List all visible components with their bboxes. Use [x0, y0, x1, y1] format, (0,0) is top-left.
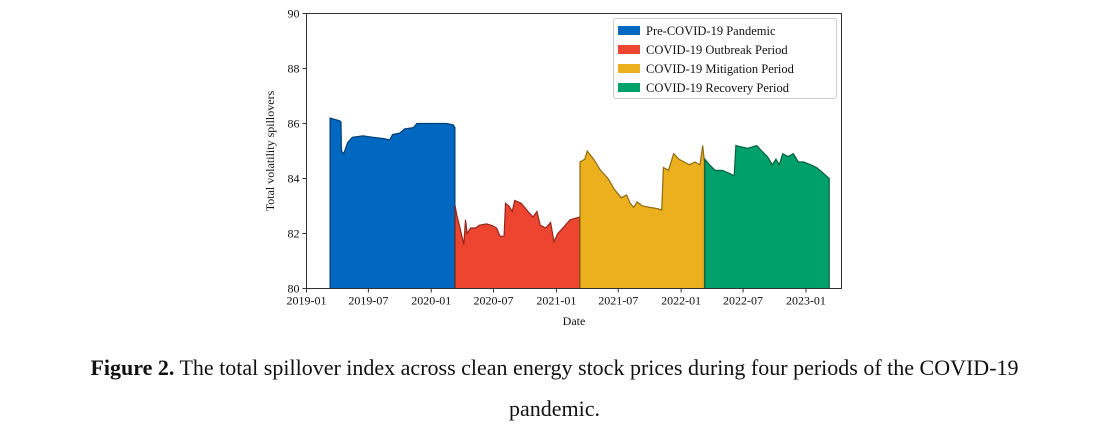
y-axis-label: Total volatility spillovers	[263, 90, 277, 211]
x-tick-label-2020-01: 2020-01	[411, 294, 451, 308]
chart: 80 82 84 86 88 90 2019-01 2019-07 2020-01 2020-0…	[263, 7, 842, 328]
x-tick-label-2021-01: 2021-01	[536, 294, 576, 308]
x-axis: 2019-01 2019-07 2020-01 2020-07 2021-01 2021-…	[287, 288, 826, 308]
legend-box	[613, 18, 837, 99]
x-tick-label-2020-07: 2020-07	[473, 294, 513, 308]
legend: Pre-COVID-19 Pandemic COVID-19 Outbreak P…	[613, 18, 837, 99]
y-axis: 80 82 84 86 88 90	[288, 7, 307, 296]
x-tick-label-2019-01: 2019-01	[287, 294, 327, 308]
legend-swatch-1	[618, 26, 640, 35]
legend-label-4: COVID-19 Recovery Period	[646, 81, 790, 95]
y-tick-label-84: 84	[288, 172, 300, 186]
x-tick-label-2022-07: 2022-07	[723, 294, 763, 308]
figure-caption-line2: pandemic.	[0, 391, 1109, 427]
line-series-4	[704, 144, 830, 289]
legend-label-2: COVID-19 Outbreak Period	[646, 43, 788, 57]
y-tick-label-86: 86	[288, 117, 300, 131]
line-series-1	[329, 117, 456, 289]
x-axis-label: Date	[563, 314, 586, 328]
legend-swatch-4	[618, 83, 640, 92]
y-tick-label-80: 80	[288, 282, 300, 296]
area-series-1	[330, 118, 455, 289]
x-tick-label-2023-01: 2023-01	[786, 294, 826, 308]
line-series-2	[454, 199, 581, 289]
area-series-4	[704, 145, 830, 289]
x-tick-label-2021-07: 2021-07	[598, 294, 638, 308]
figure-caption: Figure 2. The total spillover index acro…	[0, 350, 1109, 386]
plot-frame	[306, 13, 842, 289]
legend-label-1: Pre-COVID-19 Pandemic	[646, 24, 776, 38]
y-tick-label-82: 82	[288, 227, 300, 241]
caption-text-line1: The total spillover index across clean e…	[174, 355, 1019, 380]
area-series-3	[580, 145, 705, 289]
y-tick-label-90: 90	[288, 7, 300, 21]
x-tick-label-2019-07: 2019-07	[348, 294, 388, 308]
legend-label-3: COVID-19 Mitigation Period	[646, 62, 795, 76]
figure-label: Figure 2.	[90, 355, 175, 380]
caption-text-line2: pandemic.	[508, 396, 601, 421]
legend-swatch-2	[618, 45, 640, 54]
legend-swatch-3	[618, 64, 640, 73]
plot-areas	[329, 117, 830, 289]
x-tick-label-2022-01: 2022-01	[661, 294, 701, 308]
y-tick-label-88: 88	[288, 62, 300, 76]
area-series-2	[455, 200, 580, 289]
line-series-3	[579, 145, 705, 289]
